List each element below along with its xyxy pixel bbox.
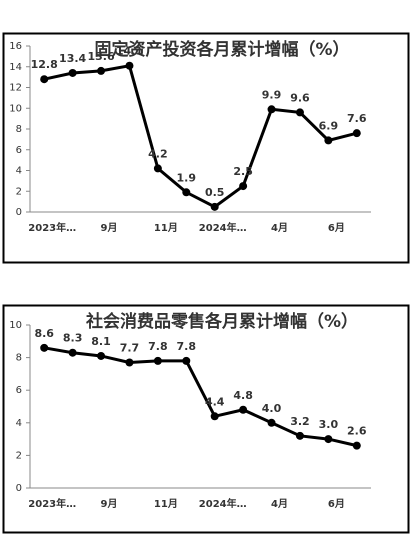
- x-tick-label: 4月: [271, 498, 288, 510]
- data-label: 4.2: [148, 147, 168, 160]
- frame: [2, 304, 410, 534]
- data-label: 8.3: [63, 332, 83, 345]
- y-tick-label: 4: [16, 418, 22, 429]
- y-tick-label: 4: [16, 166, 22, 177]
- marker: [352, 441, 361, 450]
- x-tick-label: 9月: [101, 222, 118, 234]
- data-label: 13.6: [87, 50, 114, 63]
- marker: [210, 412, 219, 421]
- marker: [125, 61, 134, 70]
- y-tick-label: 12: [9, 83, 22, 94]
- data-label: 7.8: [177, 340, 197, 353]
- data-label: 2.6: [347, 425, 367, 438]
- data-label: 7.7: [120, 341, 140, 354]
- data-label: 4.4: [205, 395, 225, 408]
- y-tick-label: 0: [16, 207, 22, 218]
- x-tick-label: 2023年…: [28, 497, 76, 510]
- data-label: 1.9: [177, 171, 197, 184]
- marker: [352, 129, 361, 138]
- line: [43, 63, 358, 209]
- y-tick-label: 2: [16, 450, 22, 461]
- marker: [239, 405, 248, 414]
- data-label: 12.8: [31, 58, 58, 71]
- y-tick-label: 8: [16, 353, 22, 364]
- marker: [324, 136, 333, 145]
- marker: [40, 343, 49, 352]
- x-tick-label: 2024年…: [199, 221, 247, 234]
- marker: [125, 358, 134, 367]
- data-label: 2.5: [233, 165, 253, 178]
- x-tick-label: 2024年…: [199, 497, 247, 510]
- chart-title: 社会消费品零售各月累计增幅（%）: [85, 311, 358, 332]
- data-label: 8.6: [34, 327, 54, 340]
- data-label: 9.9: [262, 88, 282, 101]
- chart-title: 固定资产投资各月累计增幅（%）: [94, 39, 349, 60]
- x-tick-label: 4月: [271, 222, 288, 234]
- data-label: 13.4: [59, 52, 86, 65]
- y-tick-label: 14: [9, 62, 22, 73]
- x-tick-label: 2023年…: [28, 221, 76, 234]
- line: [43, 346, 358, 448]
- marker: [324, 435, 333, 444]
- marker: [182, 356, 191, 365]
- marker: [295, 431, 304, 440]
- marker: [40, 75, 49, 84]
- y-tick-label: 10: [9, 103, 22, 114]
- marker: [153, 164, 162, 173]
- data-label: 8.1: [91, 335, 111, 348]
- x-tick-label: 9月: [101, 498, 118, 510]
- marker: [97, 351, 106, 360]
- y-tick-label: 6: [16, 385, 22, 396]
- x-tick-label: 6月: [328, 222, 345, 234]
- marker: [210, 202, 219, 211]
- data-label: 4.0: [262, 402, 282, 415]
- y-tick-label: 8: [16, 124, 22, 135]
- marker: [153, 356, 162, 365]
- y-tick-label: 10: [9, 320, 22, 331]
- data-label: 7.8: [148, 340, 168, 353]
- marker: [68, 68, 77, 77]
- data-label: 0.5: [205, 186, 225, 199]
- y-tick-label: 2: [16, 186, 22, 197]
- y-tick-label: 16: [9, 41, 22, 52]
- y-tick-label: 6: [16, 145, 22, 156]
- data-label: 3.0: [319, 418, 339, 431]
- y-tick-label: 0: [16, 483, 22, 494]
- marker: [267, 105, 276, 114]
- x-tick-label: 11月: [154, 222, 178, 234]
- frame: [2, 32, 410, 264]
- data-label: 9.6: [290, 91, 310, 104]
- x-tick-label: 11月: [154, 498, 178, 510]
- marker: [97, 66, 106, 75]
- data-label: 14.1: [116, 45, 143, 58]
- x-tick-label: 6月: [328, 498, 345, 510]
- data-label: 7.6: [347, 112, 367, 125]
- marker: [295, 108, 304, 117]
- data-label: 4.8: [233, 389, 253, 402]
- marker: [182, 188, 191, 197]
- data-label: 3.2: [290, 415, 310, 428]
- marker: [68, 348, 77, 357]
- marker: [239, 182, 248, 191]
- data-label: 6.9: [319, 119, 339, 132]
- marker: [267, 418, 276, 427]
